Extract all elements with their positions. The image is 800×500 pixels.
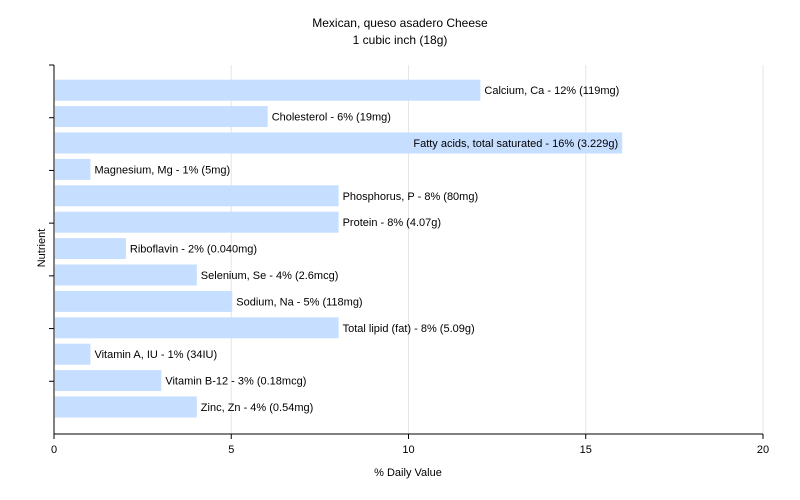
bar xyxy=(55,238,126,260)
bar-label: Cholesterol - 6% (19mg) xyxy=(272,112,391,124)
chart-subtitle: 1 cubic inch (18g) xyxy=(353,33,448,47)
bar-label: Selenium, Se - 4% (2.6mcg) xyxy=(201,270,339,282)
bar-label: Vitamin A, IU - 1% (34IU) xyxy=(94,349,217,361)
chart-title: Mexican, queso asadero Cheese xyxy=(312,16,488,30)
axes: 0 5 10 15 20 xyxy=(49,64,769,456)
bar xyxy=(55,370,162,392)
bar xyxy=(55,396,197,418)
bar-label: Vitamin B-12 - 3% (0.18mcg) xyxy=(165,376,306,388)
grid-lines xyxy=(230,65,764,434)
bars: Calcium, Ca - 12% (119mg) Cholesterol - 6… xyxy=(55,79,623,418)
bar-label: Riboflavin - 2% (0.040mg) xyxy=(130,244,257,256)
x-tick-label: 0 xyxy=(51,444,57,456)
bar-label: Zinc, Zn - 4% (0.54mg) xyxy=(201,402,313,414)
x-tick-label: 10 xyxy=(402,444,414,456)
bar-label: Protein - 8% (4.07g) xyxy=(343,217,441,229)
x-tick-label: 20 xyxy=(757,444,769,456)
bar xyxy=(55,185,339,207)
bar-label: Phosphorus, P - 8% (80mg) xyxy=(343,191,479,203)
bar-label: Calcium, Ca - 12% (119mg) xyxy=(484,85,619,97)
bar-label: Total lipid (fat) - 8% (5.09g) xyxy=(343,323,475,335)
bar xyxy=(55,106,268,128)
bar xyxy=(55,264,197,286)
bar xyxy=(55,211,339,233)
y-axis-title: Nutrient xyxy=(36,229,48,268)
bar xyxy=(55,79,481,101)
bar xyxy=(55,290,233,312)
bar-label: Magnesium, Mg - 1% (5mg) xyxy=(94,164,230,176)
bar xyxy=(55,158,91,180)
bar xyxy=(55,343,91,365)
bar-label: Fatty acids, total saturated - 16% (3.22… xyxy=(413,138,618,150)
x-axis-title: % Daily Value xyxy=(374,467,442,479)
x-tick-label: 5 xyxy=(228,444,234,456)
bar xyxy=(55,317,339,339)
bar-label: Sodium, Na - 5% (118mg) xyxy=(236,296,362,308)
bar xyxy=(55,132,623,154)
x-tick-label: 15 xyxy=(580,444,592,456)
